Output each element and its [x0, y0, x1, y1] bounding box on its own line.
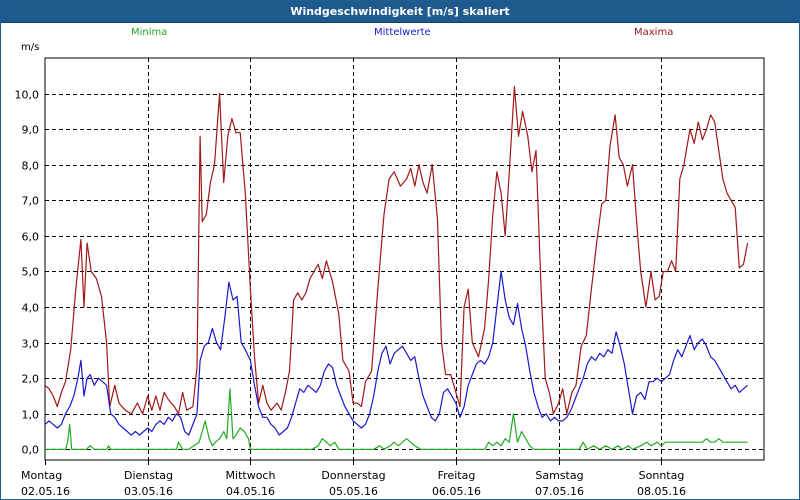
x-tick-date: 03.05.16	[124, 485, 173, 498]
x-tick-weekday: Mittwoch	[226, 469, 276, 482]
series-line-min	[45, 388, 748, 450]
x-tick-date: 05.05.16	[329, 485, 378, 498]
x-tick-weekday: Dienstag	[124, 469, 173, 482]
y-tick-label: 4,0	[22, 302, 40, 315]
legend-minima: Minima	[131, 27, 168, 38]
x-tick-weekday: Samstag	[535, 469, 583, 482]
y-tick-label: 1,0	[22, 409, 40, 422]
y-tick-label: 8,0	[22, 160, 40, 173]
y-tick-label: 10,0	[15, 89, 40, 102]
legend-mittelwerte: Mittelwerte	[374, 27, 431, 38]
x-tick-date: 07.05.16	[535, 485, 584, 498]
x-tick-weekday: Sonntag	[639, 469, 685, 482]
x-tick-weekday: Donnerstag	[321, 469, 385, 482]
x-tick-date: 04.05.16	[226, 485, 275, 498]
x-tick-weekday: Montag	[21, 469, 62, 482]
x-tick-weekday: Freitag	[438, 469, 476, 482]
y-tick-label: 0,0	[22, 444, 40, 457]
legend-maxima: Maxima	[634, 27, 674, 38]
series-line-avg	[44, 270, 748, 436]
x-tick-date: 06.05.16	[432, 485, 481, 498]
y-tick-label: 3,0	[22, 338, 40, 351]
y-tick-label: 2,0	[22, 373, 40, 386]
plot-area	[44, 57, 765, 461]
y-tick-label: 6,0	[22, 231, 40, 244]
y-tick-label: 7,0	[22, 195, 40, 208]
y-axis-unit: m/s	[21, 42, 40, 53]
y-tick-label: 5,0	[22, 266, 40, 279]
window-title: Windgeschwindigkeit [m/s] skaliert	[1, 1, 799, 23]
series-line-max	[44, 85, 749, 415]
x-tick-date: 08.05.16	[637, 485, 686, 498]
y-tick-label: 9,0	[22, 124, 40, 137]
x-tick-date: 02.05.16	[21, 485, 70, 498]
